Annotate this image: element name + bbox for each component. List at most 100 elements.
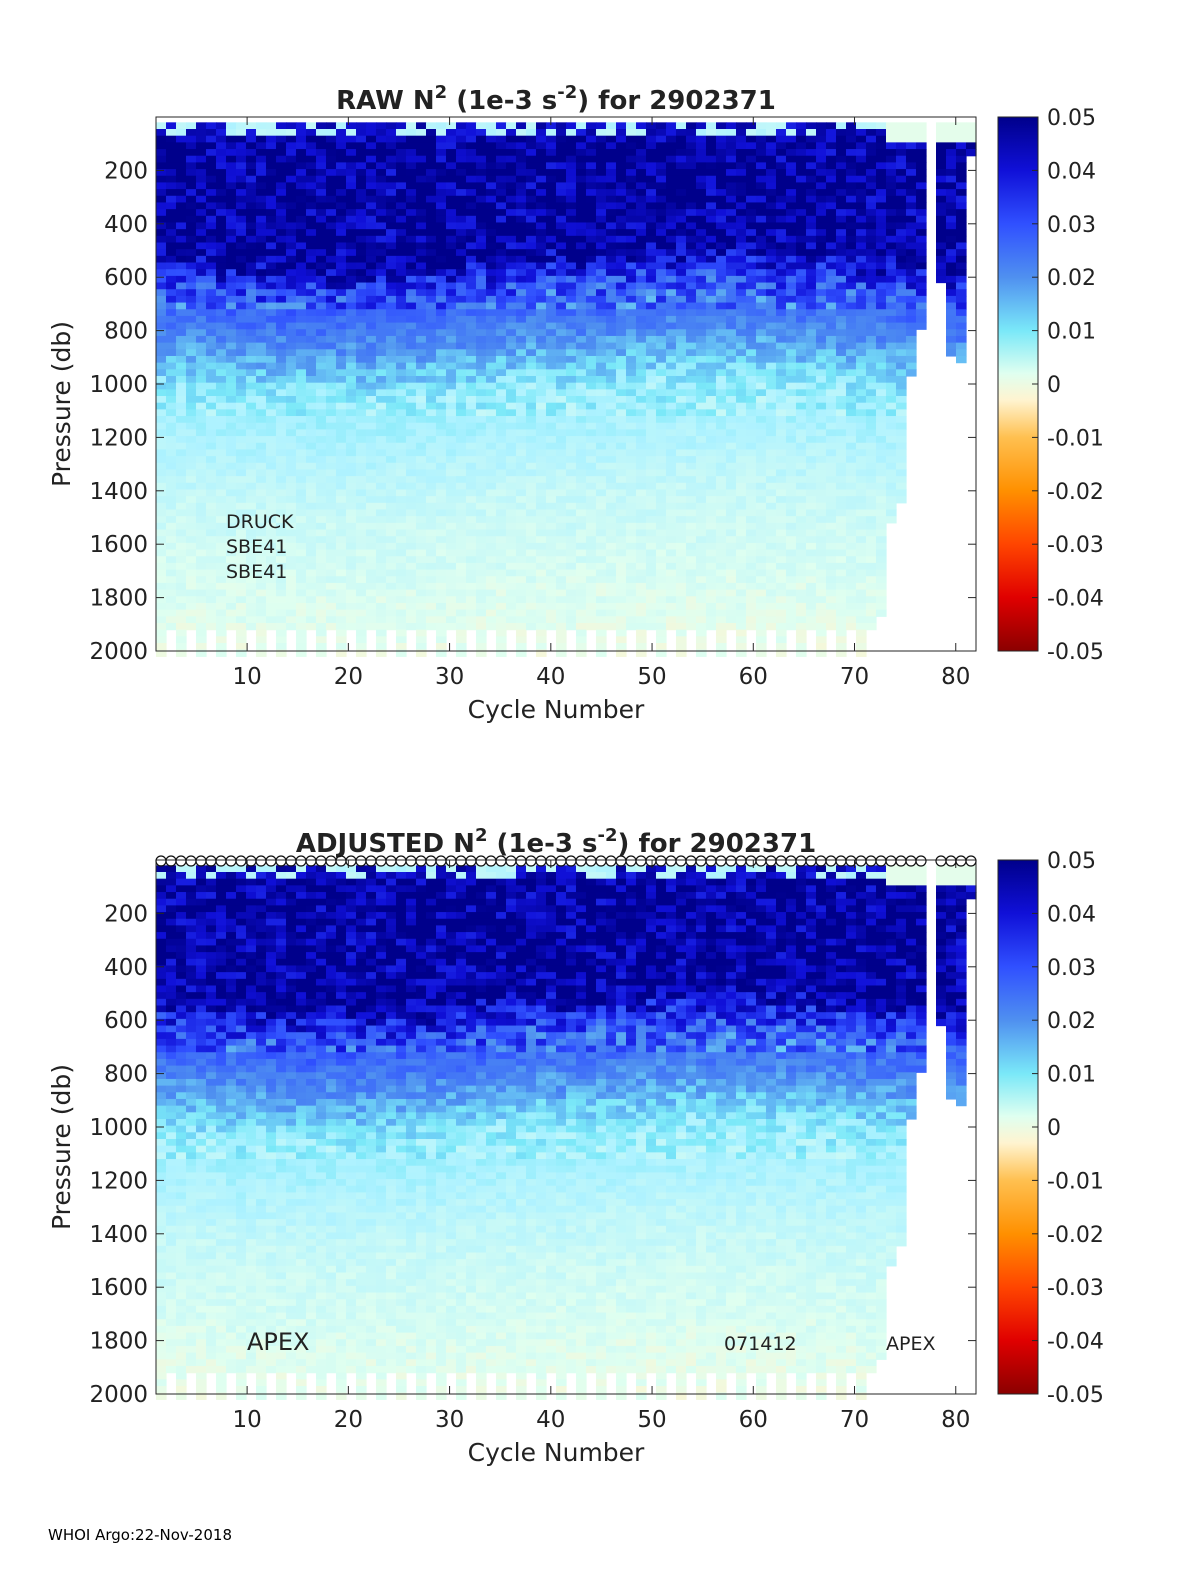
heatmap-cell	[456, 295, 467, 304]
heatmap-cell	[786, 602, 797, 611]
heatmap-cell	[466, 122, 477, 130]
heatmap-cell	[366, 522, 377, 531]
heatmap-cell	[476, 409, 487, 417]
heatmap-cell	[266, 482, 277, 491]
heatmap-cell	[746, 309, 757, 317]
heatmap-cell	[546, 262, 557, 270]
heatmap-cell	[236, 629, 247, 637]
heatmap-cell	[216, 416, 227, 424]
heatmap-cell	[186, 562, 197, 571]
heatmap-cell	[696, 589, 707, 597]
heatmap-cell	[286, 342, 297, 350]
heatmap-cell	[316, 416, 327, 424]
heatmap-cell	[216, 175, 227, 184]
heatmap-cell	[776, 322, 787, 330]
heatmap-cell	[306, 442, 317, 451]
heatmap-cell	[396, 502, 407, 511]
heatmap-cell	[516, 542, 527, 551]
heatmap-cell	[476, 242, 487, 250]
heatmap-cell	[226, 509, 237, 517]
heatmap-cell	[626, 309, 637, 317]
heatmap-cell	[616, 342, 627, 350]
heatmap-cell	[536, 442, 547, 451]
heatmap-cell	[496, 249, 507, 257]
heatmap-cell	[686, 369, 697, 377]
heatmap-cell	[166, 516, 177, 524]
heatmap-cell	[656, 322, 667, 330]
heatmap-cell	[556, 589, 567, 597]
heatmap-cell	[486, 476, 497, 484]
heatmap-cell	[336, 416, 347, 424]
heatmap-cell	[546, 135, 557, 143]
heatmap-cell	[326, 522, 337, 531]
heatmap-cell	[286, 289, 297, 297]
heatmap-cell	[256, 195, 267, 204]
heatmap-cell	[246, 429, 257, 437]
heatmap-cell	[536, 269, 547, 277]
heatmap-cell	[616, 249, 627, 257]
heatmap-cell	[206, 195, 217, 204]
heatmap-cell	[626, 442, 637, 451]
heatmap-cell	[396, 509, 407, 517]
heatmap-cell	[686, 489, 697, 497]
heatmap-cell	[606, 255, 617, 264]
heatmap-cell	[606, 436, 617, 444]
heatmap-cell	[526, 215, 537, 224]
heatmap-cell	[576, 549, 587, 557]
heatmap-cell	[496, 215, 507, 224]
heatmap-cell	[716, 542, 727, 551]
heatmap-cell	[376, 609, 387, 617]
heatmap-cell	[316, 556, 327, 564]
heatmap-cell	[286, 402, 297, 410]
heatmap-cell	[636, 609, 647, 617]
heatmap-cell	[476, 175, 487, 184]
heatmap-cell	[386, 282, 397, 290]
heatmap-cell	[246, 622, 257, 631]
heatmap-cell	[546, 215, 557, 224]
heatmap-cell	[466, 616, 477, 624]
heatmap-cell	[256, 249, 267, 257]
heatmap-cell	[316, 342, 327, 350]
heatmap-cell	[736, 209, 747, 217]
heatmap-cell	[406, 275, 417, 284]
heatmap-cell	[436, 496, 447, 504]
heatmap-cell	[696, 422, 707, 430]
heatmap-cell	[406, 122, 417, 130]
heatmap-cell	[586, 429, 597, 437]
heatmap-cell	[166, 476, 177, 484]
heatmap-cell	[746, 242, 757, 250]
heatmap-cell	[526, 409, 537, 417]
heatmap-cell	[546, 349, 557, 357]
heatmap-cell	[406, 402, 417, 410]
heatmap-cell	[766, 456, 777, 464]
heatmap-cell	[676, 375, 687, 384]
heatmap-cell	[606, 229, 617, 237]
heatmap-cell	[606, 416, 617, 424]
heatmap-cell	[456, 275, 467, 284]
heatmap-cell	[726, 262, 737, 270]
heatmap-cell	[556, 362, 567, 370]
heatmap-cell	[596, 476, 607, 484]
heatmap-cell	[246, 602, 257, 611]
heatmap-cell	[456, 542, 467, 551]
heatmap-cell	[366, 556, 377, 564]
heatmap-cell	[706, 602, 717, 611]
heatmap-cell	[516, 349, 527, 357]
heatmap-cell	[196, 182, 207, 190]
heatmap-cell	[346, 589, 357, 597]
heatmap-cell	[636, 295, 647, 304]
heatmap-cell	[376, 335, 387, 344]
heatmap-cell	[276, 516, 287, 524]
heatmap-cell	[256, 562, 267, 571]
heatmap-cell	[276, 462, 287, 471]
heatmap-cell	[596, 462, 607, 471]
heatmap-cell	[756, 182, 767, 190]
heatmap-cell	[436, 322, 447, 330]
heatmap-cell	[196, 329, 207, 337]
heatmap-cell	[556, 249, 567, 257]
heatmap-cell	[326, 369, 337, 377]
heatmap-cell	[376, 596, 387, 604]
heatmap-cell	[346, 222, 357, 230]
heatmap-cell	[266, 349, 277, 357]
heatmap-cell	[636, 536, 647, 544]
